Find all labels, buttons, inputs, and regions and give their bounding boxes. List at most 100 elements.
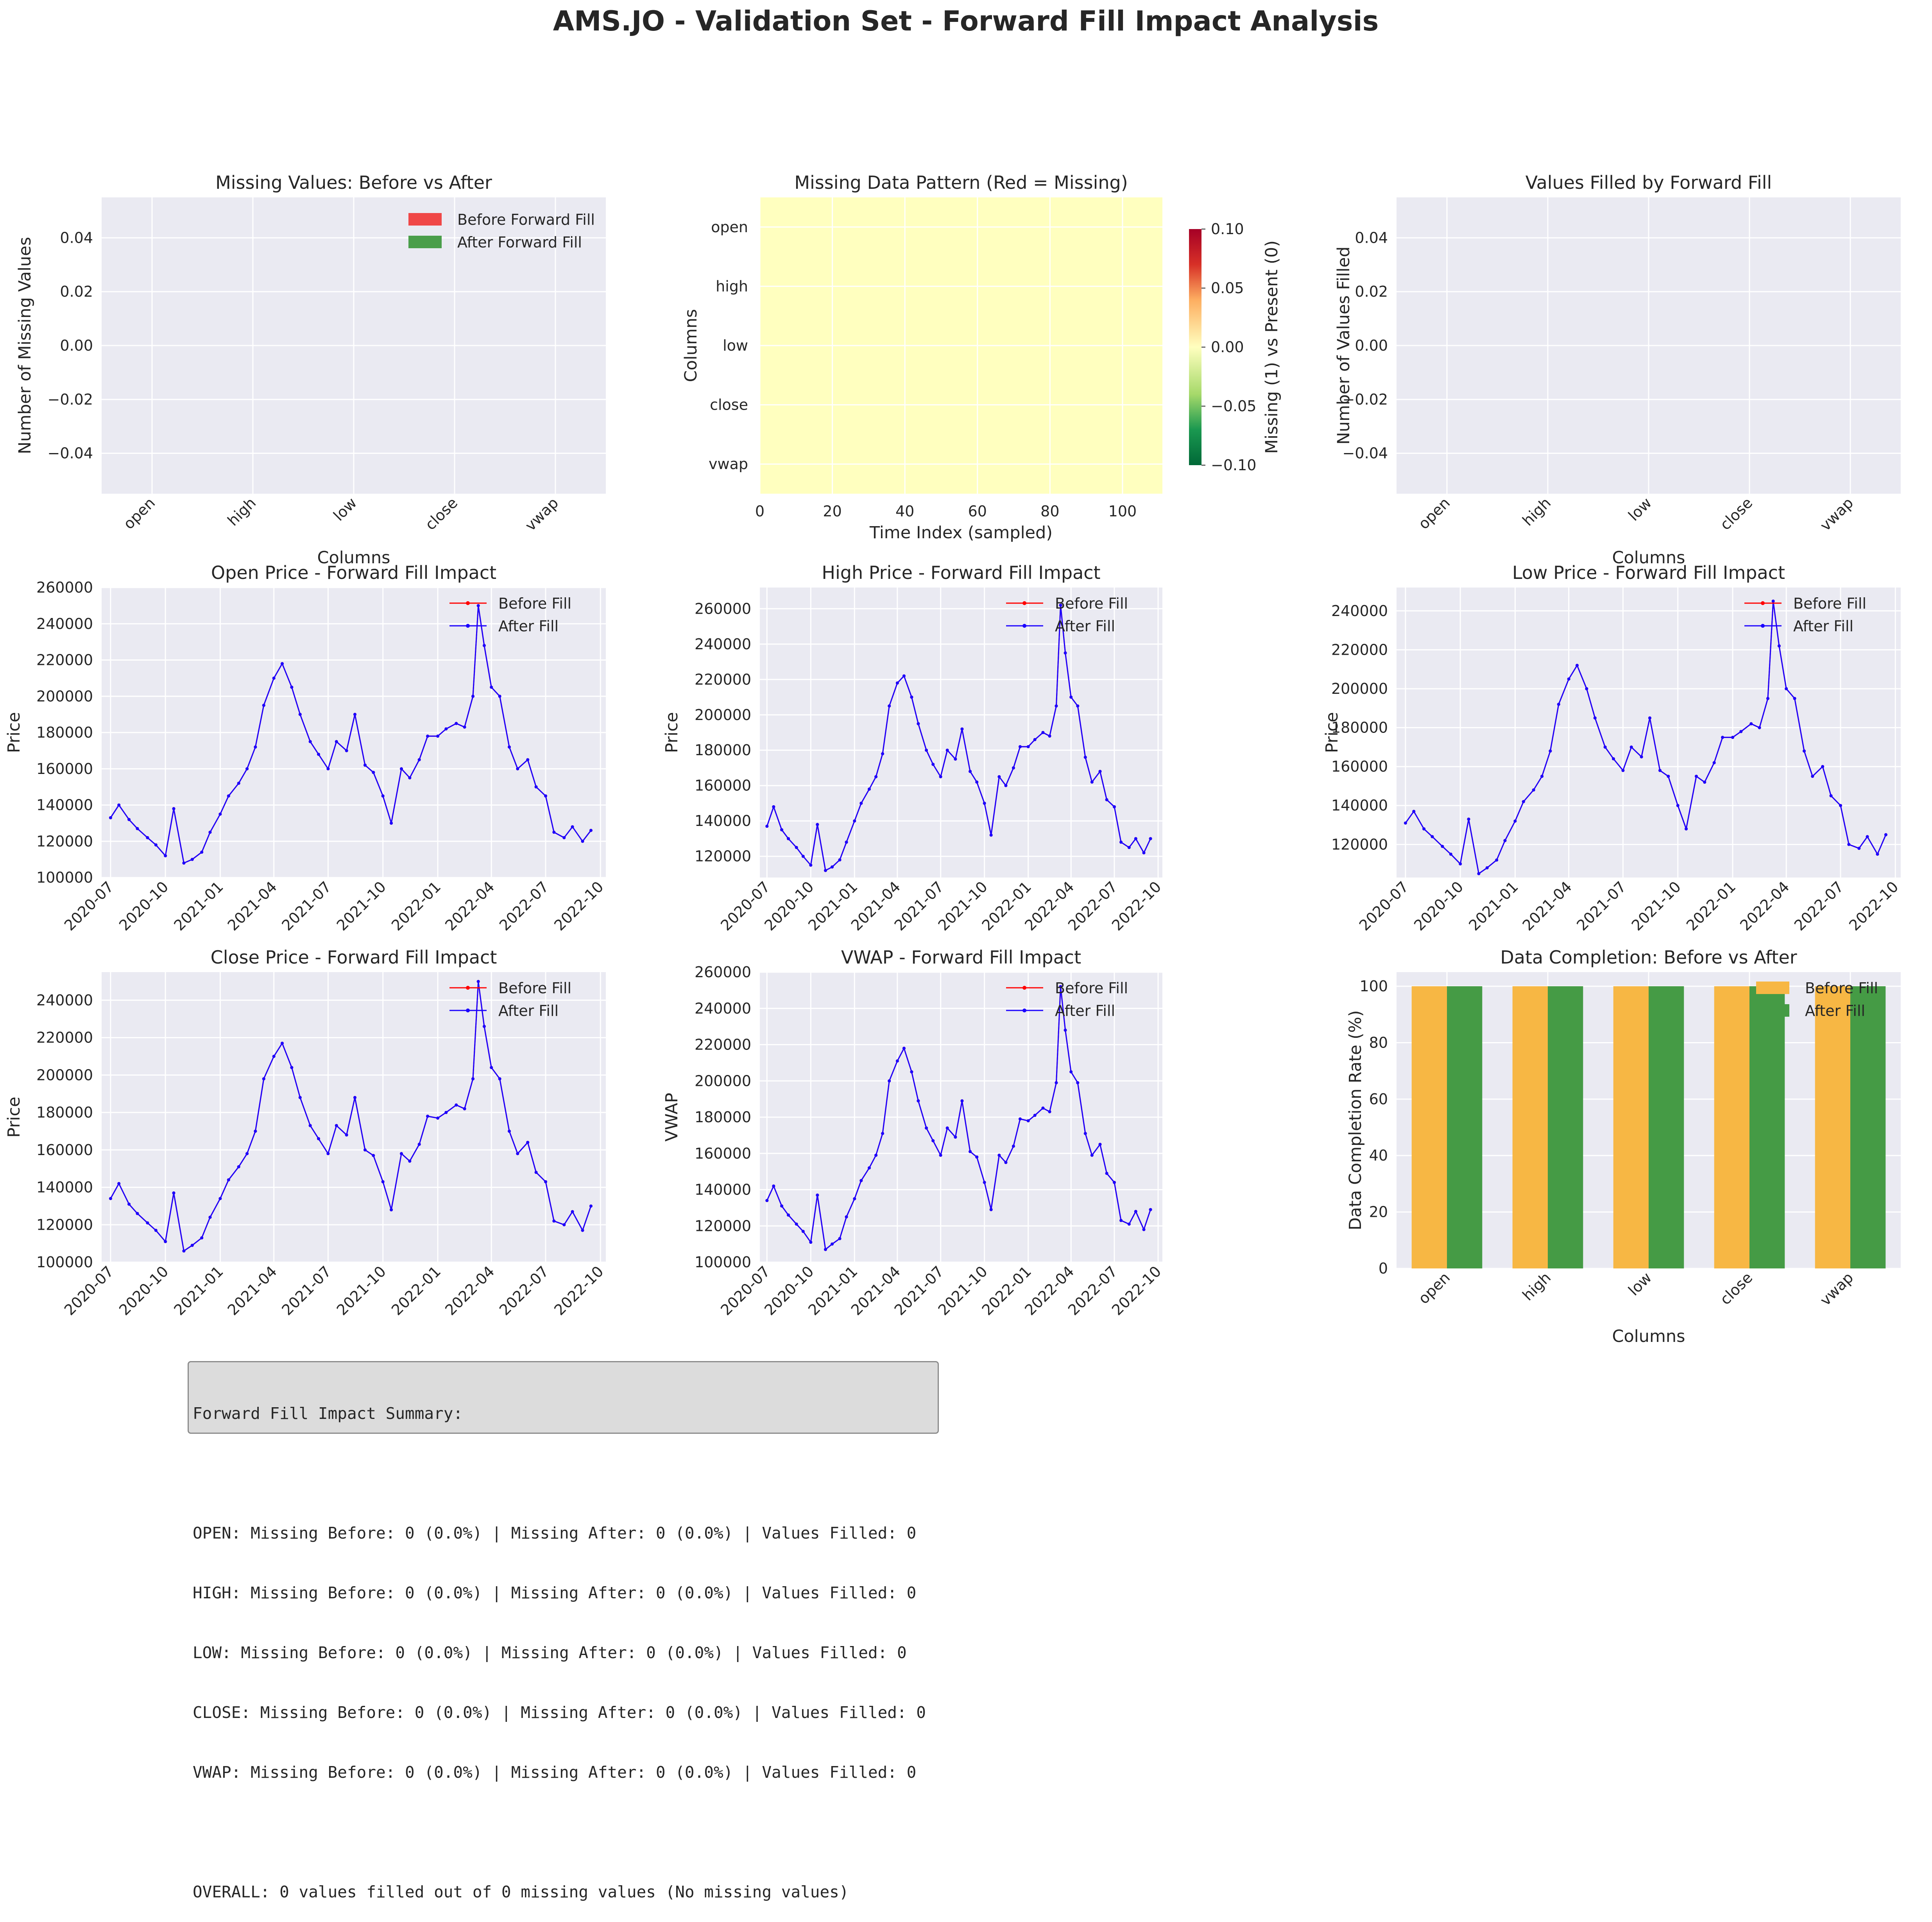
- data-point: [544, 794, 547, 798]
- bar-before-fill: [1613, 986, 1649, 1268]
- data-point: [544, 1180, 547, 1184]
- data-point: [308, 1124, 312, 1127]
- legend-label: After Fill: [498, 618, 559, 635]
- data-point: [526, 758, 530, 761]
- y-axis-label: Number of Values Filled: [1334, 247, 1354, 445]
- y-tick-label: 240000: [1331, 602, 1388, 620]
- data-point: [881, 1132, 885, 1135]
- data-point: [272, 676, 276, 680]
- y-axis-label: Price: [662, 712, 682, 753]
- data-point: [1821, 765, 1825, 768]
- data-point: [400, 767, 403, 770]
- data-point: [1884, 833, 1887, 837]
- legend-marker: [466, 1008, 470, 1012]
- data-point: [1585, 687, 1588, 690]
- data-point: [109, 1197, 112, 1200]
- data-point: [417, 758, 421, 761]
- data-point: [1149, 1208, 1152, 1211]
- data-point: [1004, 784, 1008, 787]
- data-point: [526, 1141, 530, 1144]
- x-tick-label: 2020-10: [1411, 878, 1466, 934]
- data-point: [281, 662, 284, 665]
- data-point: [1149, 837, 1152, 840]
- x-axis-label: Columns: [1612, 548, 1685, 568]
- data-point: [482, 644, 486, 647]
- y-tick-label: 240000: [695, 636, 751, 653]
- data-point: [1048, 734, 1051, 738]
- data-point: [117, 803, 121, 807]
- data-point: [498, 695, 501, 698]
- data-point: [1467, 817, 1470, 821]
- y-tick-label: 140000: [36, 1179, 93, 1196]
- data-point: [1695, 775, 1698, 778]
- data-point: [1127, 1222, 1131, 1226]
- data-point: [997, 1154, 1001, 1157]
- y-tick-label: 120000: [36, 1216, 93, 1233]
- x-tick-label: close: [1717, 494, 1756, 533]
- y-tick-label: 140000: [695, 812, 751, 829]
- data-point: [1033, 738, 1037, 742]
- data-point: [816, 823, 819, 826]
- legend-label: Before Forward Fill: [457, 211, 595, 228]
- data-point: [208, 831, 212, 834]
- data-point: [859, 802, 863, 805]
- x-tick-label: high: [1519, 494, 1554, 529]
- y-tick-label: 260000: [695, 600, 751, 617]
- data-point: [1648, 716, 1651, 720]
- bar-after-fill: [1447, 986, 1483, 1268]
- x-tick-label: vwap: [1817, 1269, 1857, 1309]
- data-point: [1847, 843, 1851, 846]
- x-tick-label: 2022-10: [551, 878, 607, 934]
- y-tick-label: 180000: [695, 1109, 751, 1126]
- data-point: [534, 1171, 538, 1174]
- data-point: [463, 1107, 466, 1111]
- data-point: [326, 767, 330, 770]
- data-point: [254, 1129, 257, 1133]
- y-tick-label: 0: [1379, 1260, 1388, 1277]
- bar-after-fill: [1850, 986, 1886, 1268]
- legend-label: After Fill: [1793, 618, 1853, 635]
- data-point: [476, 604, 480, 607]
- y-tick-label: 220000: [36, 652, 93, 669]
- data-point: [795, 1222, 798, 1226]
- data-point: [455, 722, 458, 725]
- x-tick-label: 0: [755, 503, 765, 520]
- data-point: [917, 722, 920, 725]
- x-tick-label: high: [1519, 1269, 1554, 1304]
- y-tick-label: 160000: [36, 760, 93, 777]
- data-point: [1477, 872, 1481, 875]
- x-tick-label: 2022-07: [496, 1263, 552, 1318]
- y-tick-label: 20: [1369, 1204, 1388, 1221]
- data-point: [1090, 1154, 1094, 1157]
- data-point: [1119, 1219, 1123, 1222]
- data-point: [1041, 731, 1045, 734]
- x-tick-label: 80: [1040, 503, 1059, 520]
- axes-background: [1397, 588, 1901, 878]
- x-tick-label: 2021-07: [278, 1263, 334, 1318]
- data-point: [1422, 827, 1426, 831]
- data-point: [1567, 677, 1570, 681]
- data-point: [1019, 1117, 1022, 1121]
- x-tick-label: 2021-01: [170, 1263, 226, 1318]
- data-point: [1866, 835, 1869, 838]
- data-point: [245, 1152, 249, 1155]
- legend-marker: [1022, 624, 1026, 628]
- y-tick-label: −0.02: [48, 391, 93, 408]
- y-axis-label: Number of Missing Values: [15, 237, 35, 454]
- axes-title: Data Completion: Before vs After: [1500, 947, 1797, 968]
- x-tick-label: 2022-04: [1737, 878, 1792, 934]
- data-point: [845, 840, 848, 844]
- y-tick-label: 160000: [1331, 758, 1388, 775]
- data-point: [1749, 722, 1753, 725]
- y-tick-label: 200000: [1331, 680, 1388, 697]
- values-filled-panel: 0.04 0.02 0.00 −0.02 −0.04 Values Filled by F…: [1334, 172, 1901, 568]
- data-point: [1576, 664, 1579, 667]
- data-point: [780, 828, 783, 831]
- y-tick-label: 160000: [695, 1145, 751, 1162]
- data-point: [1083, 756, 1087, 759]
- data-point: [471, 695, 474, 698]
- y-tick-label: 180000: [695, 742, 751, 759]
- figure: AMS.JO - Validation Set - Forward Fill I…: [4, 5, 1902, 1346]
- low-price-panel: 120000 140000 160000 180000 200000 220000 2400…: [1322, 562, 1902, 934]
- data-point: [1059, 604, 1062, 607]
